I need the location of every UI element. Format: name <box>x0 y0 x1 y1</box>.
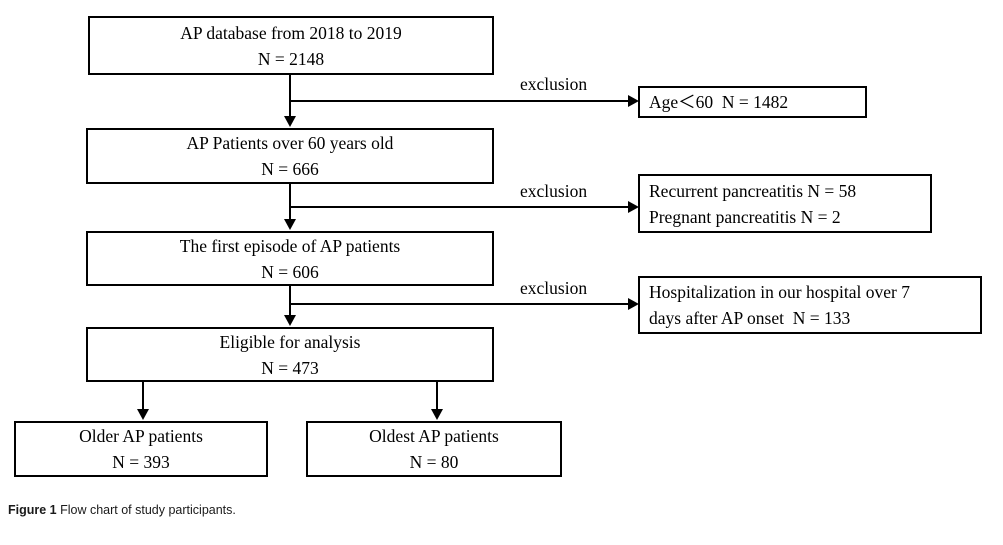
figure-caption: Figure 1 Flow chart of study participant… <box>8 503 236 517</box>
exclusion-line-1 <box>290 100 629 102</box>
flow-box-oldest-patients: Oldest AP patients N = 80 <box>306 421 562 477</box>
right-arrow-icon <box>628 298 639 310</box>
exclusion-box-recurrent-pregnant: Recurrent pancreatitis N = 58 Pregnant p… <box>638 174 932 233</box>
down-arrow-icon <box>284 219 296 230</box>
exclusion-box-hospitalization: Hospitalization in our hospital over 7 d… <box>638 276 982 334</box>
exclusion-box-age: Age＜60 N = 1482 <box>638 86 867 118</box>
figure-caption-label: Figure 1 <box>8 503 57 517</box>
down-arrow-icon <box>284 315 296 326</box>
exclusion-label-2: exclusion <box>520 181 588 201</box>
flow-box-ap-database: AP database from 2018 to 2019 N = 2148 <box>88 16 494 75</box>
connector-line-1 <box>289 75 291 118</box>
connector-line-oldest <box>436 382 438 411</box>
exclusion-line-3 <box>290 303 629 305</box>
flow-box-older-patients: Older AP patients N = 393 <box>14 421 268 477</box>
right-arrow-icon <box>628 95 639 107</box>
connector-line-2 <box>289 184 291 221</box>
flow-box-eligible: Eligible for analysis N = 473 <box>86 327 494 382</box>
exclusion-label-1: exclusion <box>520 74 588 94</box>
exclusion-line-2 <box>290 206 629 208</box>
flow-box-over-60: AP Patients over 60 years old N = 666 <box>86 128 494 184</box>
down-arrow-icon <box>431 409 443 420</box>
connector-line-older <box>142 382 144 411</box>
connector-line-3 <box>289 286 291 317</box>
figure-caption-text: Flow chart of study participants. <box>56 503 236 517</box>
flow-box-first-episode: The first episode of AP patients N = 606 <box>86 231 494 286</box>
right-arrow-icon <box>628 201 639 213</box>
down-arrow-icon <box>137 409 149 420</box>
exclusion-label-3: exclusion <box>520 278 588 298</box>
down-arrow-icon <box>284 116 296 127</box>
